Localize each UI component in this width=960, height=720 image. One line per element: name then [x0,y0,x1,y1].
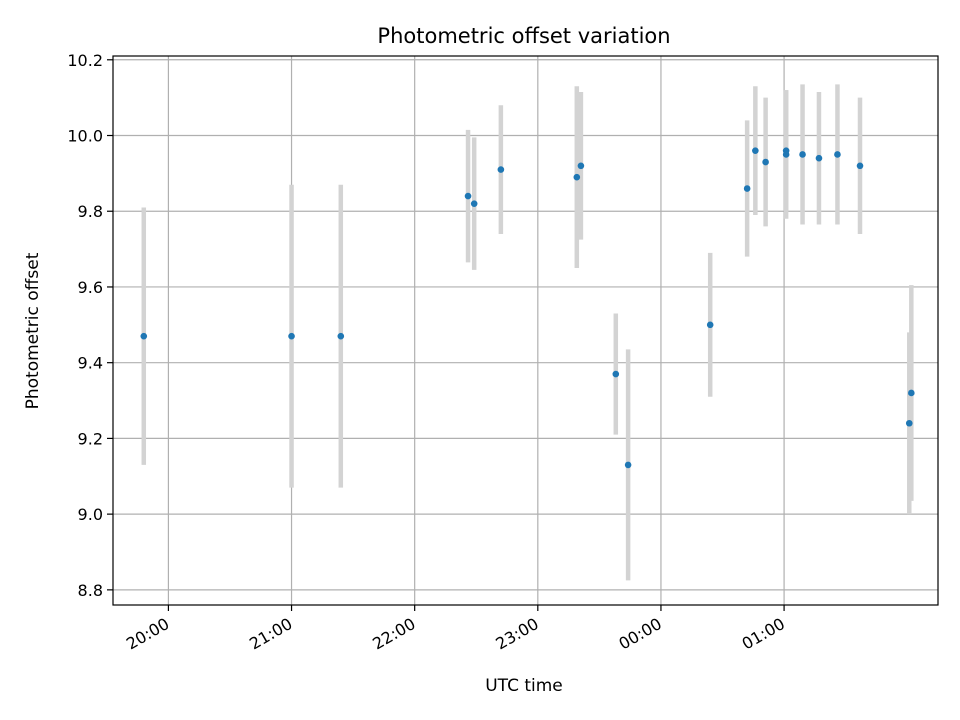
y-tick-label: 10.0 [67,127,103,146]
data-point [905,419,913,427]
data-point [464,192,472,200]
data-point [908,389,915,397]
data-point [497,166,505,173]
x-tick-label: 01:00 [739,614,788,654]
data-point [752,147,759,154]
grid-lines [113,56,938,605]
y-tick-label: 9.2 [78,429,103,448]
data-point [140,332,148,340]
data-point [815,154,823,162]
x-tick-label: 23:00 [492,614,541,654]
x-axis-label: UTC time [485,676,563,696]
data-point [799,151,806,158]
data-point [706,321,714,329]
data-point [782,151,790,158]
chart-title: Photometric offset variation [377,24,670,48]
y-tick-label: 9.4 [78,354,103,373]
x-tick-label: 21:00 [246,614,295,654]
y-tick-label: 9.6 [78,278,103,297]
data-point [612,370,620,378]
y-axis-label: Photometric offset [23,252,43,409]
error-bars [141,84,914,581]
data-point [288,332,295,340]
y-axis-ticks: 8.8 9.0 9.2 9.4 9.6 9.8 10.0 10.2 [67,51,113,600]
data-point [577,162,585,170]
y-tick-label: 10.2 [67,51,103,70]
y-tick-label: 9.8 [78,202,103,221]
y-tick-label: 8.8 [78,581,103,600]
data-point [573,173,581,181]
plot-frame [112,55,939,606]
x-tick-label: 20:00 [123,614,172,654]
data-point [856,162,864,170]
data-point [762,158,769,166]
x-tick-label: 00:00 [616,614,665,654]
data-point [624,461,632,469]
data-point [743,185,751,192]
y-tick-label: 9.0 [78,505,103,524]
data-point [834,151,841,158]
data-point [470,200,478,207]
data-point [337,332,345,340]
x-tick-label: 22:00 [369,614,418,654]
x-axis-ticks: 20:00 21:00 22:00 23:00 00:00 01:00 [123,605,788,654]
data-points [140,147,915,469]
